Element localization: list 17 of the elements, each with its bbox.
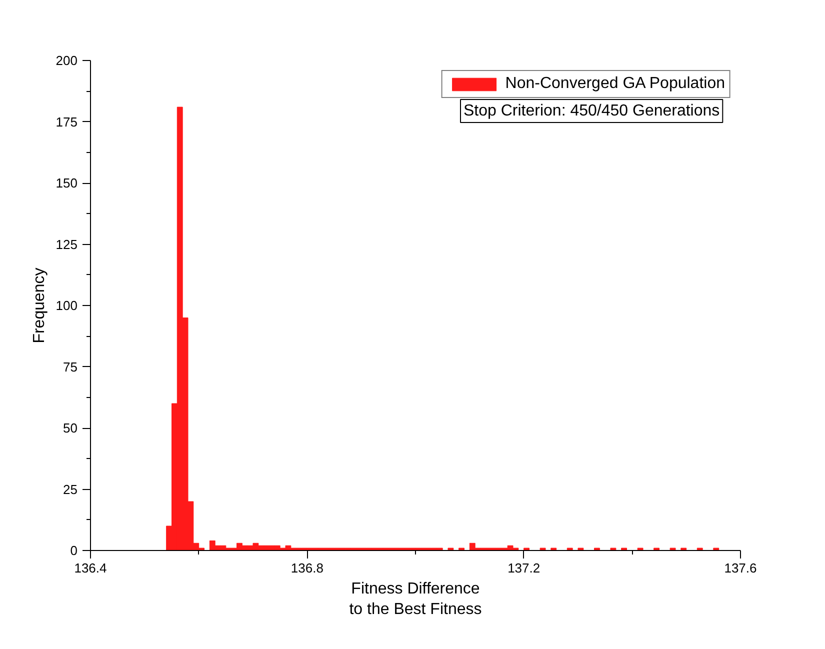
y-tick-label: 175 xyxy=(56,114,78,130)
x-tick-label: 137.6 xyxy=(724,560,757,576)
x-axis-title: Fitness Difference to the Best Fitness xyxy=(349,580,482,618)
y-tick-label: 150 xyxy=(56,176,78,190)
annotation: Stop Criterion: 450/450 Generations xyxy=(464,102,720,120)
x-tick-label: 136.4 xyxy=(74,560,107,576)
x-tick-label: 137.2 xyxy=(508,560,540,576)
y-tick-label: 50 xyxy=(63,420,78,436)
y-tick-label: 100 xyxy=(56,298,78,313)
legend-label: Non-Converged GA Population xyxy=(505,75,725,93)
y-axis-title: Frequency xyxy=(30,268,48,344)
y-tick-label: 200 xyxy=(56,53,78,68)
y-tick-label: 0 xyxy=(70,543,78,558)
y-tick-label: 125 xyxy=(56,236,78,252)
y-tick-label: 25 xyxy=(63,482,78,497)
x-tick-label: 136.8 xyxy=(290,560,324,576)
y-tick-label: 75 xyxy=(63,359,78,374)
